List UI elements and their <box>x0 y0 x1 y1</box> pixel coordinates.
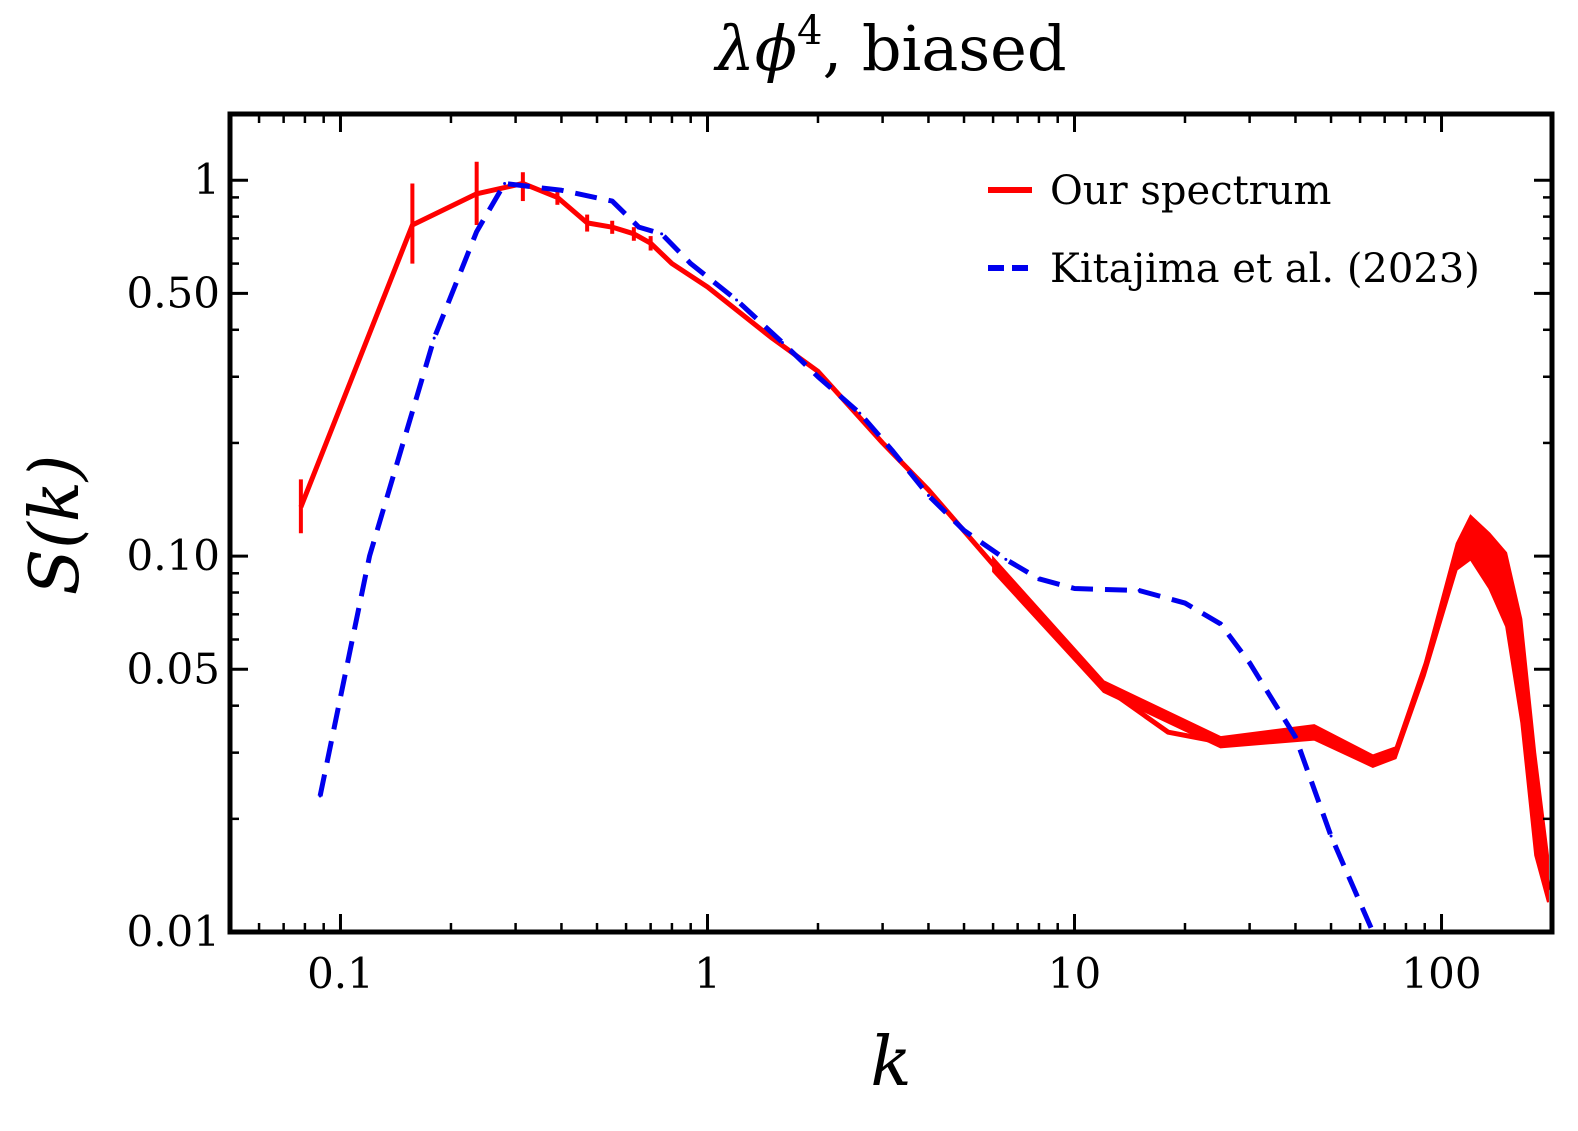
data-point <box>689 262 693 266</box>
data-point <box>1487 554 1491 558</box>
data-point <box>770 336 774 340</box>
data-point <box>1504 581 1508 585</box>
data-point <box>1519 667 1523 671</box>
data-point <box>660 232 664 236</box>
legend-label: Our spectrum <box>1050 168 1331 214</box>
plot-frame <box>227 111 1555 935</box>
data-point <box>1455 554 1459 558</box>
data-point <box>926 488 930 492</box>
data-point <box>1137 588 1141 592</box>
plot-marks <box>298 161 1551 932</box>
data-point <box>1533 801 1537 805</box>
data-point <box>780 341 784 345</box>
data-point <box>962 528 966 532</box>
data-point <box>1469 536 1473 540</box>
series-kitajima <box>317 180 1376 932</box>
data-point <box>318 794 322 798</box>
data-point <box>1102 684 1106 688</box>
title-superscript: 4 <box>797 8 822 54</box>
data-point <box>881 441 885 445</box>
data-point <box>1248 661 1252 665</box>
x-tick-label: 100 <box>1401 949 1481 998</box>
data-point <box>705 285 709 289</box>
data-point <box>475 230 479 234</box>
data-point <box>559 188 563 192</box>
data-point <box>1371 759 1375 763</box>
plot-area <box>298 161 1551 932</box>
data-point <box>670 262 674 266</box>
data-point <box>1004 557 1008 561</box>
data-point <box>816 375 820 379</box>
data-point <box>503 181 507 185</box>
data-point <box>1166 730 1170 734</box>
data-point <box>1329 834 1333 838</box>
y-axis-label: S(k) <box>16 455 95 596</box>
y-tick-label: 1 <box>193 155 220 204</box>
data-point <box>432 336 436 340</box>
data-point <box>735 298 739 302</box>
data-point <box>991 562 995 566</box>
data-point <box>368 554 372 558</box>
data-point <box>1219 622 1223 626</box>
y-tick-label: 0.50 <box>126 268 220 317</box>
y-tick-label: 0.05 <box>126 644 220 693</box>
data-point <box>1037 617 1041 621</box>
error-band <box>992 514 1549 903</box>
axis-ticks: 0.1 1 10 100 0.01 0.05 0.10 0.50 1 <box>126 114 1552 998</box>
data-point <box>926 493 930 497</box>
legend: Our spectrum Kitajima et al. (2023) <box>988 168 1480 292</box>
data-point <box>610 199 614 203</box>
data-point <box>1183 601 1187 605</box>
data-point <box>1546 887 1550 891</box>
x-tick-label: 0.1 <box>307 949 374 998</box>
data-point <box>1344 743 1348 747</box>
title-rest: , biased <box>822 12 1066 85</box>
data-point <box>1219 740 1223 744</box>
data-point <box>1394 751 1398 755</box>
y-tick-label: 0.01 <box>126 907 220 956</box>
data-point <box>637 225 641 229</box>
x-tick-label: 10 <box>1048 949 1101 998</box>
data-point <box>1293 735 1297 739</box>
data-point <box>1073 586 1077 590</box>
x-axis-label: k <box>870 1023 911 1102</box>
data-point <box>1037 577 1041 581</box>
data-point <box>1312 730 1316 734</box>
y-tick-label: 0.10 <box>126 531 220 580</box>
data-point <box>816 369 820 373</box>
series-line <box>317 180 1376 932</box>
data-point <box>858 411 862 415</box>
chart-title: λϕ4, biased <box>712 8 1066 85</box>
x-tick-label: 1 <box>694 949 721 998</box>
data-point <box>1272 733 1276 737</box>
title-math: λϕ <box>712 12 797 85</box>
data-point <box>1423 667 1427 671</box>
legend-label: Kitajima et al. (2023) <box>1050 246 1480 292</box>
data-point <box>891 449 895 453</box>
